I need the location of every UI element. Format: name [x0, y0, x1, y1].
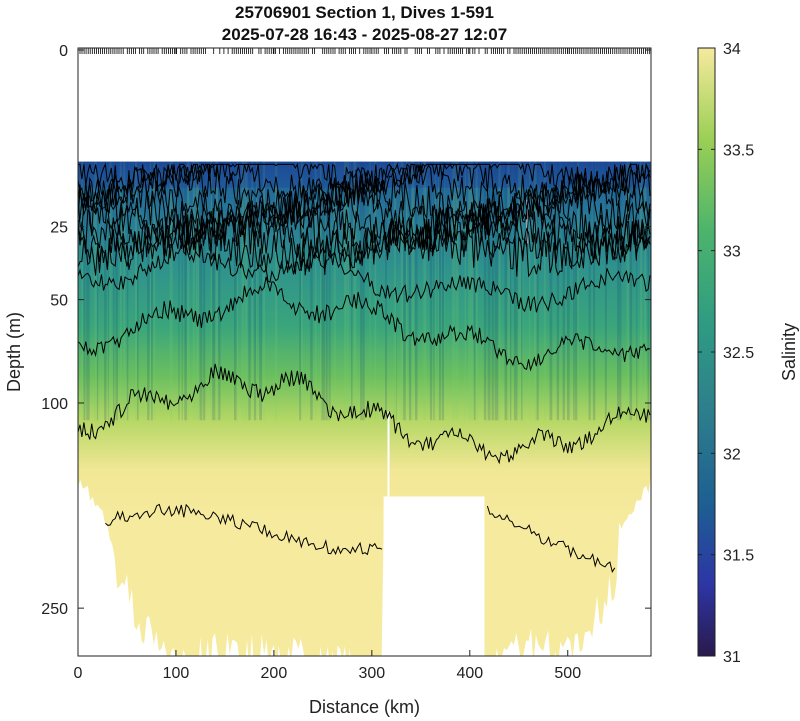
- colorbar-tick-label: 34: [723, 41, 741, 58]
- colorbar-tick-label: 33: [723, 244, 741, 261]
- x-tick-label: 500: [554, 665, 581, 682]
- contour-shallow: [78, 162, 651, 209]
- colorbar: 31 31.5 32 32.5 33 33.5 34 Salinity: [697, 41, 799, 666]
- x-tick-label: 300: [358, 665, 385, 682]
- contour-shallow: [78, 216, 651, 278]
- colorbar-tick-label: 32.5: [723, 345, 754, 362]
- colorbar-tick-label: 32: [723, 446, 741, 463]
- contour-shallow: [78, 169, 651, 230]
- colorbar-tick-label: 31.5: [723, 548, 754, 565]
- contour-lines: [78, 162, 651, 573]
- y-tick-label: 50: [50, 293, 68, 310]
- data-gap: [383, 496, 485, 656]
- y-tick-label: 0: [59, 43, 68, 60]
- contour-bottom-left: [105, 503, 383, 556]
- contour-shallow: [78, 179, 651, 241]
- plot-frame: [77, 47, 652, 657]
- colorbar-tick-label: 31: [723, 649, 741, 666]
- salinity-field: [78, 161, 651, 656]
- x-axis-label: Distance (km): [309, 697, 420, 717]
- contour-upper: [78, 240, 651, 313]
- colorbar-tick-label: 33.5: [723, 142, 754, 159]
- x-tick-label: 400: [456, 665, 483, 682]
- colorbar-label: Salinity: [779, 323, 799, 381]
- y-tick-label: 100: [41, 396, 68, 413]
- contour-mid: [78, 276, 651, 372]
- x-tick-label: 0: [74, 665, 83, 682]
- dive-markers: [79, 48, 651, 54]
- chart-subtitle: 2025-07-28 16:43 - 2025-08-27 12:07: [221, 25, 508, 44]
- data-gap-line: [387, 411, 390, 497]
- axes: 0 100 200 300 400 500 0 25 50 100 250 Distance (km)…: [4, 43, 652, 717]
- contour-deep: [78, 363, 651, 465]
- y-tick-label: 250: [41, 601, 68, 618]
- contour-shallow: [78, 207, 651, 269]
- data-gap-line: [526, 199, 529, 244]
- y-axis-label: Depth (m): [4, 312, 24, 392]
- x-tick-label: 200: [261, 665, 288, 682]
- y-tick-label: 25: [50, 220, 68, 237]
- plot-area: [78, 48, 651, 656]
- contour-bottom-right: [486, 505, 616, 573]
- x-tick-label: 100: [163, 665, 190, 682]
- chart-title: 25706901 Section 1, Dives 1-591: [235, 3, 494, 22]
